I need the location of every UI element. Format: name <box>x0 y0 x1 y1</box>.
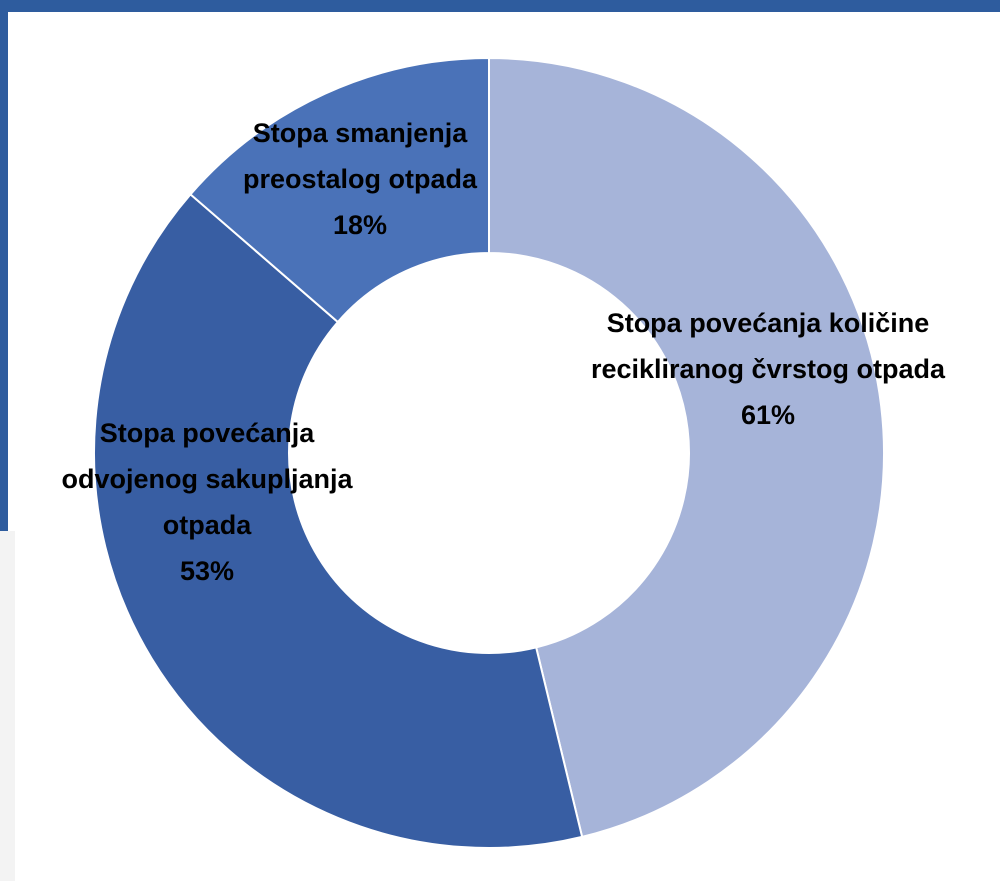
slice-label-separate-collection: Stopa povećanja odvojenog sakupljanja otpa… <box>61 418 353 586</box>
slice-recycled-solid-waste <box>488 56 885 839</box>
slice-label-residual-waste-reduction: Stopa smanjenja preostalog otpada 18% <box>243 118 478 240</box>
slice-residual-waste-reduction <box>189 56 490 324</box>
slice-label-line: odvojenog sakupljanja <box>61 464 353 494</box>
background-strip <box>0 531 15 881</box>
frame-right-bar <box>988 0 1000 12</box>
slice-label-line: otpada <box>163 510 252 540</box>
slice-value-label: 18% <box>333 210 387 240</box>
slices-group <box>93 56 885 849</box>
slice-label-recycled-solid-waste: Stopa povećanja količine recikliranog čvr… <box>591 308 946 430</box>
slice-label-line: Stopa smanjenja <box>253 118 469 148</box>
slice-value-label: 53% <box>180 556 234 586</box>
slice-label-line: Stopa povećanja količine <box>607 308 930 338</box>
slice-separate-collection <box>93 192 584 849</box>
frame-top-bar <box>0 0 1000 12</box>
slice-label-line: recikliranog čvrstog otpada <box>591 354 946 384</box>
slice-label-line: preostalog otpada <box>243 164 478 194</box>
frame-left-bar <box>0 0 8 531</box>
slice-label-line: Stopa povećanja <box>100 418 316 448</box>
slice-value-label: 61% <box>741 400 795 430</box>
labels-group: Stopa povećanja količine recikliranog čvr… <box>61 118 946 586</box>
